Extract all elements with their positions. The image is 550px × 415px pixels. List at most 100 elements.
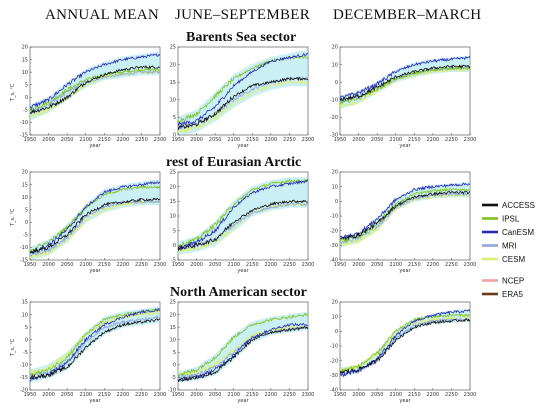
x-tick-label: 2050 [371,262,384,268]
x-tick-label: 2000 [352,392,365,398]
spread-band [340,182,470,248]
x-tick-label: 2150 [408,137,421,143]
y-tick-label: 25 [170,170,176,176]
x-tick-label: 2200 [426,262,439,268]
x-tick-label: 2000 [42,137,55,143]
x-tick-label: 2200 [264,137,277,143]
series-line-canesm [30,53,160,109]
series-line-canesm [178,322,308,382]
series-line-mri [30,199,160,257]
y-tick-label: 15 [170,325,176,331]
x-tick-label: 2050 [209,137,222,143]
series-line-access [178,76,308,130]
x-tick-label: 2100 [389,262,402,268]
y-tick-label: 5 [173,350,176,356]
x-tick-label: 2100 [227,137,240,143]
x-tick-label: 2300 [154,137,167,143]
x-tick-label: 2100 [227,392,240,398]
x-tick-label: 2200 [426,392,439,398]
x-tick-label: 2250 [445,137,458,143]
x-tick-label: 1950 [334,262,347,268]
series-line-ipsl [178,312,308,377]
series-line-access [340,318,470,375]
x-tick-label: 2250 [283,392,296,398]
x-tick-label: 2300 [302,392,315,398]
series-line-mri [30,69,160,114]
spread-band [30,51,160,121]
x-axis-label: year [237,268,249,274]
x-tick-label: 2200 [116,262,129,268]
series-line-ipsl [30,184,160,253]
x-tick-label: 2050 [371,392,384,398]
x-tick-label: 2150 [408,392,421,398]
legend-label-cesm: CESM [502,255,525,264]
x-tick-label: 1950 [24,262,37,268]
x-tick-label: 2100 [79,262,92,268]
x-tick-label: 2050 [371,137,384,143]
y-tick-label: 20 [22,170,28,176]
series-line-canesm [30,308,160,382]
x-tick-label: 2150 [408,262,421,268]
x-tick-label: 2000 [352,262,365,268]
panel: 1950 2000 2050 2100 2150 2200 2250 2300 -20 -15 -1… [10,300,166,404]
y-tick-label: 20 [22,45,28,51]
y-tick-label: 20 [170,312,176,318]
x-tick-label: 2300 [154,262,167,268]
y-tick-label: 5 [173,115,176,121]
y-tick-label: -30 [330,373,338,379]
series-line-cesm [30,310,160,375]
x-axis-label: year [399,143,411,149]
y-tick-label: -20 [330,115,338,121]
series-line-ipsl [340,65,470,106]
y-tick-label: 20 [332,170,338,176]
y-axis-label: T_s, °C [10,208,16,227]
y-tick-label: 0 [173,133,176,139]
series-line-cesm [178,325,308,377]
y-tick-label: 15 [22,300,28,306]
legend-label-era5: ERA5 [502,290,523,299]
y-tick-label: 10 [22,70,28,76]
x-tick-label: 2150 [98,392,111,398]
panel: 1950 2000 2050 2100 2150 2200 2250 2300 -40 -30 -2… [330,300,477,404]
legend-label-canesm: CanESM [502,228,534,237]
y-tick-label: -10 [20,245,28,251]
spread-band [30,306,160,383]
y-tick-label: 25 [170,300,176,306]
y-tick-label: -30 [330,243,338,249]
y-tick-label: -5 [23,350,28,356]
x-tick-label: 2200 [264,262,277,268]
x-tick-label: 2250 [445,392,458,398]
series-line-ipsl [30,307,160,378]
x-axis-label: year [399,268,411,274]
y-tick-label: 0 [173,243,176,249]
series-line-ipsl [340,312,470,373]
x-tick-label: 2100 [389,137,402,143]
panel: 1950 2000 2050 2100 2150 2200 2250 2300-15-10-5… [10,45,166,149]
y-tick-label: 10 [22,312,28,318]
legend-label-access: ACCESS [502,201,535,210]
x-tick-label: 1950 [172,137,185,143]
y-tick-label: -10 [330,214,338,220]
x-tick-label: 2200 [264,392,277,398]
x-tick-label: 2300 [464,392,477,398]
y-tick-label: 10 [170,98,176,104]
y-tick-label: 10 [170,214,176,220]
x-axis-label: year [237,398,249,404]
series-line-canesm [340,309,470,378]
series-line-canesm [178,52,308,128]
x-tick-label: 2200 [426,137,439,143]
x-tick-label: 2250 [283,137,296,143]
y-tick-label: 20 [170,184,176,190]
x-tick-label: 2000 [190,137,203,143]
y-tick-label: 10 [22,195,28,201]
x-tick-label: 2000 [42,392,55,398]
x-tick-label: 2150 [98,137,111,143]
x-tick-label: 2050 [61,137,74,143]
x-axis-label: year [89,398,101,404]
x-tick-label: 2150 [98,262,111,268]
panel: 1950 2000 2050 2100 2150 2200 2250 2300 0 5 10 15 20… [170,45,315,149]
x-tick-label: 2300 [464,262,477,268]
y-tick-label: -5 [23,233,28,239]
series-line-access [340,190,470,241]
